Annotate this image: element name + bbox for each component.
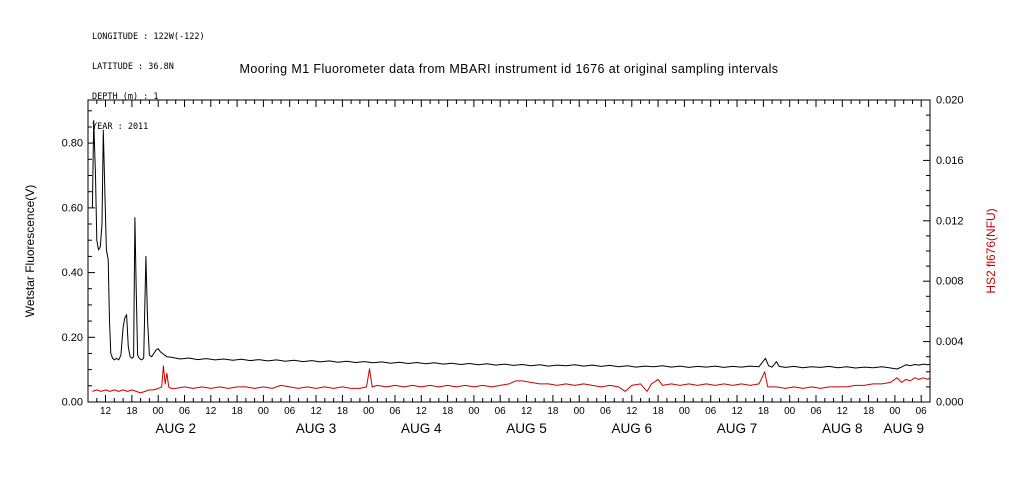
x-tick-label: 12 bbox=[416, 406, 428, 417]
x-tick-label: 00 bbox=[574, 406, 586, 417]
x-tick-label: 00 bbox=[679, 406, 691, 417]
x-day-label: AUG 7 bbox=[717, 421, 758, 436]
right-axis-title: HS2 fl676(NFU) bbox=[984, 208, 998, 294]
x-tick-label: 00 bbox=[784, 406, 796, 417]
y-left-tick-label: 0.80 bbox=[62, 138, 83, 150]
plot-frame bbox=[87, 99, 931, 403]
y-right-tick-label: 0.016 bbox=[936, 155, 964, 167]
x-tick-label: 00 bbox=[258, 406, 270, 417]
x-tick-label: 06 bbox=[179, 406, 191, 417]
x-tick-label: 06 bbox=[705, 406, 717, 417]
header-longitude: LONGITUDE : 122W(-122) bbox=[92, 32, 205, 42]
x-tick-label: 18 bbox=[337, 406, 349, 417]
x-tick-label: 12 bbox=[100, 406, 112, 417]
x-day-label: AUG 3 bbox=[296, 421, 337, 436]
x-tick-label: 06 bbox=[916, 406, 928, 417]
x-day-label: AUG 9 bbox=[883, 421, 924, 436]
x-tick-label: 06 bbox=[389, 406, 401, 417]
y-left-tick-label: 0.40 bbox=[62, 267, 83, 279]
y-right-tick-label: 0.020 bbox=[936, 95, 964, 107]
y-right-tick-label: 0.000 bbox=[936, 397, 964, 409]
series-line-hs2 bbox=[92, 365, 931, 394]
header-latitude: LATITUDE : 36.8N bbox=[92, 62, 174, 72]
header-depth: DEPTH (m) : 1 bbox=[92, 92, 159, 102]
x-tick-label: 12 bbox=[205, 406, 217, 417]
x-day-label: AUG 5 bbox=[506, 421, 547, 436]
x-tick-label: 06 bbox=[600, 406, 612, 417]
y-right-tick-label: 0.012 bbox=[936, 215, 964, 227]
x-tick-label: 00 bbox=[153, 406, 165, 417]
x-day-label: AUG 4 bbox=[401, 421, 442, 436]
x-tick-label: 06 bbox=[495, 406, 507, 417]
y-left-tick-label: 0.20 bbox=[62, 332, 83, 344]
chart-title: Mooring M1 Fluorometer data from MBARI i… bbox=[239, 62, 779, 76]
x-tick-label: 18 bbox=[863, 406, 875, 417]
x-tick-label: 12 bbox=[310, 406, 322, 417]
x-tick-label: 18 bbox=[232, 406, 244, 417]
y-left-tick-label: 0.60 bbox=[62, 202, 83, 214]
x-tick-label: 18 bbox=[653, 406, 665, 417]
x-tick-label: 12 bbox=[731, 406, 743, 417]
x-day-label: AUG 8 bbox=[822, 421, 863, 436]
x-tick-label: 06 bbox=[810, 406, 822, 417]
series-line-wetstar bbox=[91, 120, 931, 370]
x-tick-label: 00 bbox=[363, 406, 375, 417]
x-day-label: AUG 2 bbox=[155, 421, 196, 436]
x-day-label: AUG 6 bbox=[612, 421, 653, 436]
y-left-tick-label: 0.00 bbox=[62, 397, 83, 409]
left-axis-title: Wetstar Fluorescence(V) bbox=[23, 184, 37, 318]
header-block: LONGITUDE : 122W(-122) LATITUDE : 36.8N … bbox=[92, 12, 205, 152]
x-tick-label: 18 bbox=[547, 406, 559, 417]
x-tick-label: 12 bbox=[521, 406, 533, 417]
x-tick-label: 18 bbox=[758, 406, 770, 417]
y-right-tick-label: 0.008 bbox=[936, 276, 964, 288]
x-tick-label: 18 bbox=[442, 406, 454, 417]
y-right-tick-label: 0.004 bbox=[936, 336, 964, 348]
header-year: YEAR : 2011 bbox=[92, 122, 149, 132]
x-tick-label: 00 bbox=[468, 406, 480, 417]
x-tick-label: 00 bbox=[889, 406, 901, 417]
x-tick-label: 06 bbox=[284, 406, 296, 417]
x-tick-label: 12 bbox=[626, 406, 638, 417]
x-tick-label: 18 bbox=[126, 406, 138, 417]
x-tick-label: 12 bbox=[837, 406, 849, 417]
